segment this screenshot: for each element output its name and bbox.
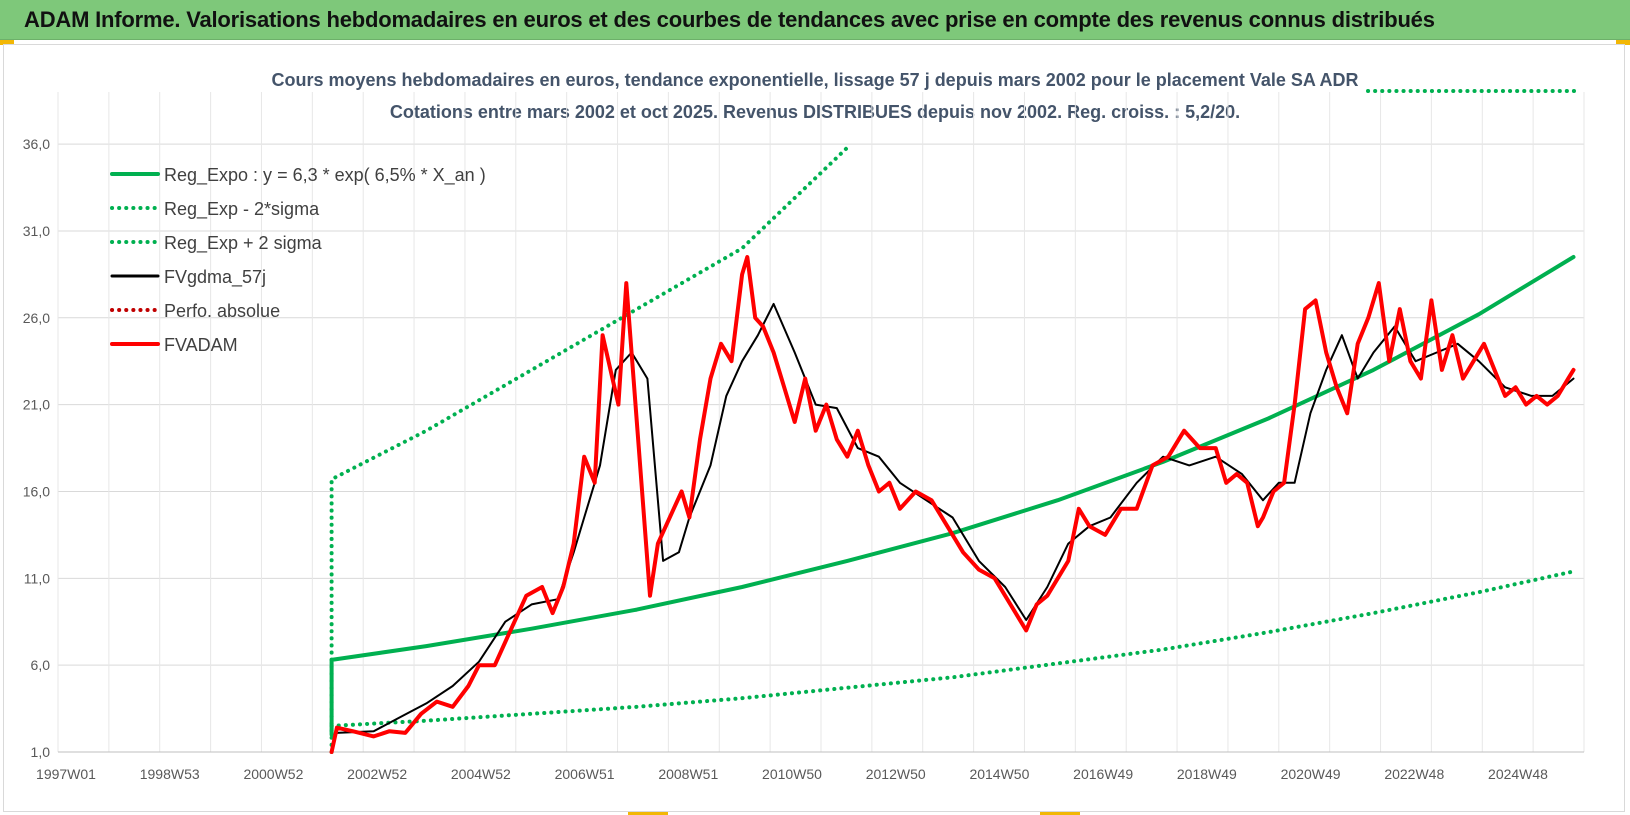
y-tick-label: 16,0 <box>23 483 50 499</box>
legend-label: Perfo. absolue <box>164 301 280 321</box>
bottom-mark-1 <box>628 810 668 815</box>
chart-title: Cours moyens hebdomadaires en euros, ten… <box>271 70 1358 90</box>
corner-mark-left <box>0 40 14 45</box>
legend-label: Reg_Expo : y = 6,3 * exp( 6,5% * X_an ) <box>164 165 486 186</box>
y-tick-label: 11,0 <box>24 570 50 586</box>
series-line <box>329 145 850 754</box>
x-tick-label: 2006W51 <box>555 766 615 782</box>
x-tick-label: 1997W01 <box>36 766 96 782</box>
gridlines <box>57 92 1585 753</box>
y-tick-label: 6,0 <box>31 657 51 673</box>
y-tick-label: 21,0 <box>23 397 50 413</box>
y-tick-label: 26,0 <box>23 310 50 326</box>
x-tick-label: 2012W50 <box>866 766 926 782</box>
legend-label: Reg_Exp + 2 sigma <box>164 233 323 254</box>
x-tick-label: 1998W53 <box>140 766 200 782</box>
series-line <box>329 569 1576 728</box>
chart-subtitle: Cotations entre mars 2002 et oct 2025. R… <box>390 102 1240 122</box>
series-line <box>335 302 1575 734</box>
x-tick-label: 2002W52 <box>347 766 407 782</box>
x-axis: 1997W01 1998W53 2000W52 2002W52 2004W52 2006W… <box>36 766 1548 782</box>
x-tick-label: 2024W48 <box>1488 766 1548 782</box>
y-tick-label: 31,0 <box>23 223 50 239</box>
x-tick-label: 2010W50 <box>762 766 822 782</box>
x-tick-label: 2004W52 <box>451 766 511 782</box>
y-axis: 1,0 6,0 11,0 16,0 21,0 26,0 31,0 36,0 <box>23 136 50 760</box>
legend-label: Reg_Exp - 2*sigma <box>164 199 320 220</box>
x-tick-label: 2000W52 <box>243 766 303 782</box>
x-tick-label: 2020W49 <box>1281 766 1341 782</box>
plot-area <box>329 89 1582 754</box>
x-tick-label: 2008W51 <box>658 766 718 782</box>
x-tick-label: 2018W49 <box>1177 766 1237 782</box>
series-line <box>329 255 1576 754</box>
corner-mark-right <box>1616 40 1630 45</box>
legend-label: FVgdma_57j <box>164 267 266 288</box>
page-title: ADAM Informe. Valorisations hebdomadaire… <box>24 7 1435 32</box>
x-tick-label: 2022W48 <box>1384 766 1444 782</box>
bottom-mark-2 <box>1040 810 1080 815</box>
y-tick-label: 36,0 <box>23 136 50 152</box>
y-tick-label: 1,0 <box>31 744 51 760</box>
x-tick-label: 2016W49 <box>1073 766 1133 782</box>
x-tick-label: 2014W50 <box>969 766 1029 782</box>
header-banner: ADAM Informe. Valorisations hebdomadaire… <box>0 0 1630 40</box>
series-line <box>329 255 1576 737</box>
legend: Reg_Expo : y = 6,3 * exp( 6,5% * X_an ) R… <box>110 165 486 355</box>
legend-label: FVADAM <box>164 335 238 355</box>
